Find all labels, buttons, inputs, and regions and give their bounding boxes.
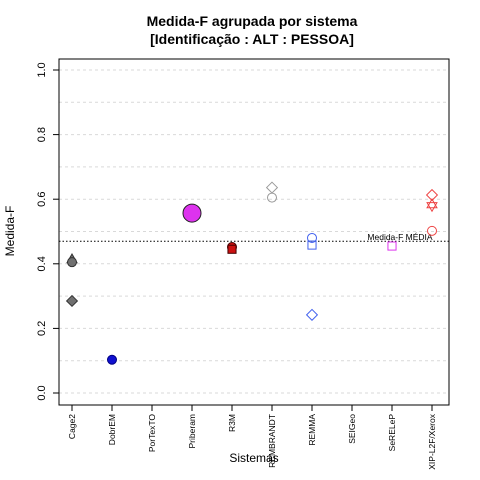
average-reference-label: Medida-F MÉDIA bbox=[367, 232, 433, 242]
data-point-dobrem bbox=[107, 354, 117, 365]
data-point-remma bbox=[305, 308, 319, 321]
x-axis-label: Sistemas bbox=[229, 451, 278, 465]
x-tick-label: SEIGeo bbox=[347, 414, 357, 444]
x-tick-label: Cage2 bbox=[67, 414, 77, 439]
data-point-xip-l2f-xerox bbox=[427, 225, 437, 236]
data-points bbox=[65, 181, 439, 365]
data-point-xip-l2f-xerox bbox=[426, 198, 438, 209]
data-point-xip-l2f-xerox bbox=[425, 188, 439, 202]
y-tick-label: 0.6 bbox=[36, 192, 48, 207]
data-point-cage2 bbox=[65, 294, 79, 308]
x-tick-label: PorTexTO bbox=[147, 414, 157, 452]
x-tick-label: REMBRANDT bbox=[267, 414, 277, 468]
x-tick-label: REMMA bbox=[307, 414, 317, 446]
data-point-r3m bbox=[227, 244, 237, 254]
y-tick-label: 0.8 bbox=[36, 127, 48, 142]
y-axis-label: Medida-F bbox=[3, 206, 17, 257]
data-point-xip-l2f-xerox bbox=[426, 202, 438, 213]
data-point-serelep bbox=[387, 241, 397, 251]
chart-title: Medida-F agrupada por sistema bbox=[147, 13, 358, 29]
x-tick-label: DobrEM bbox=[107, 414, 117, 445]
y-axis: 0.0 0.2 0.4 0.6 0.8 1.0 bbox=[36, 62, 59, 401]
x-tick-label: R3M bbox=[227, 414, 237, 432]
data-point-priberam bbox=[182, 203, 202, 223]
x-tick-label: SeRELeP bbox=[387, 414, 397, 452]
y-tick-label: 0.4 bbox=[36, 256, 48, 271]
y-tick-label: 0.2 bbox=[36, 321, 48, 336]
data-point-cage2 bbox=[67, 257, 77, 268]
data-point-rembrandt bbox=[267, 192, 277, 203]
data-point-remma bbox=[307, 240, 317, 250]
plot-area-border bbox=[58, 58, 450, 406]
reference-line-group: Medida-F MÉDIA bbox=[59, 232, 449, 242]
x-tick-label: XIP-L2F/Xerox bbox=[427, 413, 437, 469]
x-axis: Cage2 DobrEM PorTexTO Priberam R3M REMBRANDT R… bbox=[67, 405, 437, 470]
grid-lines bbox=[59, 69, 449, 394]
y-tick-label: 0.0 bbox=[36, 385, 48, 400]
y-tick-label: 1.0 bbox=[36, 62, 48, 77]
chart-subtitle: [Identificação : ALT : PESSOA] bbox=[150, 31, 354, 47]
x-tick-label: Priberam bbox=[187, 414, 197, 448]
data-point-remma bbox=[307, 232, 317, 243]
